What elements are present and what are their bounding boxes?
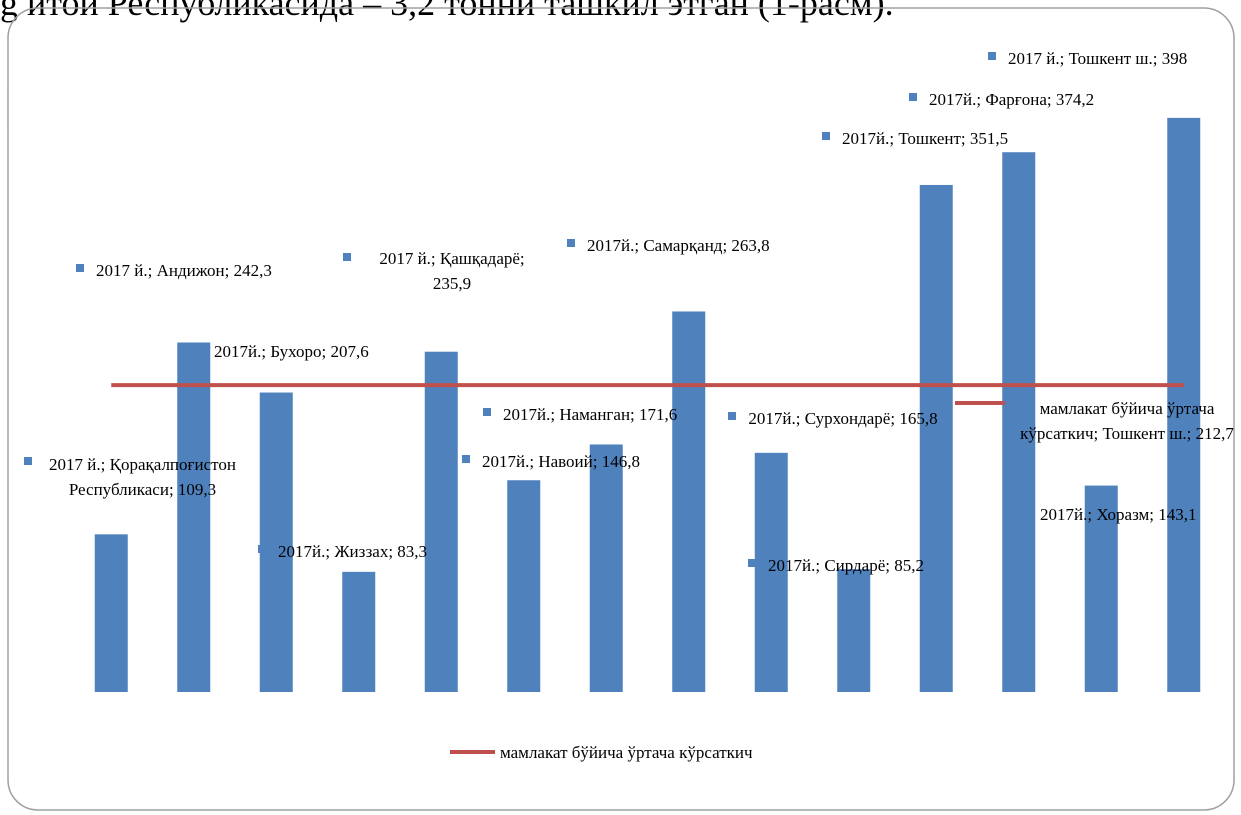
data-label: 2017й.; Наманган; 171,6 [503,405,678,424]
bar [1084,485,1118,692]
bar [1167,117,1201,692]
label-key [748,559,756,567]
data-label: 2017й.; Самарқанд; 263,8 [587,236,770,255]
data-label: 2017 й.; Қорақалпоғистон Республикаси; 1… [49,455,236,499]
label-key [909,93,917,101]
data-label: 2017й.; Жиззах; 83,3 [278,542,428,561]
data-label: 2017й.; Навоий; 146,8 [482,452,640,471]
bar [754,452,788,692]
data-label: 2017й.; Сирдарё; 85,2 [768,556,924,575]
bar [424,351,458,692]
bar [259,392,293,692]
label-key [24,457,32,465]
data-label: 2017й.; Тошкент; 351,5 [842,129,1009,148]
data-label: мамлакат бўйича ўртача кўрсаткич; Тошкен… [1020,399,1234,443]
data-label: 2017й.; Бухоро; 207,6 [214,342,369,361]
bar [177,342,211,692]
bar [589,444,623,692]
data-label: 2017 й.; Қашқадарё; 235,9 [379,249,525,293]
label-key [258,545,266,553]
label-key [567,239,575,247]
bar [507,480,541,692]
legend-label: мамлакат бўйича ўртача кўрсаткич [500,743,753,762]
bar [672,311,706,692]
data-label: 2017 й.; Андижон; 242,3 [96,261,272,280]
bar [342,571,376,692]
label-key [822,132,830,140]
chart-frame [7,7,1235,811]
label-key [194,345,202,353]
bar [1002,152,1036,693]
label-key [728,412,736,420]
label-key [76,264,84,272]
label-key [483,408,491,416]
bar [919,184,953,692]
data-label: 2017й.; Фарғона; 374,2 [929,90,1095,109]
data-label: 2017 й.; Тошкент ш.; 398 [1008,49,1188,68]
bar [94,534,128,692]
bar [837,569,871,692]
label-key [462,455,470,463]
heading: g итой Республикасида – 3,2 тонни ташкил… [0,0,894,23]
data-label: 2017й.; Сурхондарё; 165,8 [748,409,938,428]
label-key [988,52,996,60]
data-label: 2017й.; Хоразм; 143,1 [1040,505,1197,524]
label-key [343,253,351,261]
